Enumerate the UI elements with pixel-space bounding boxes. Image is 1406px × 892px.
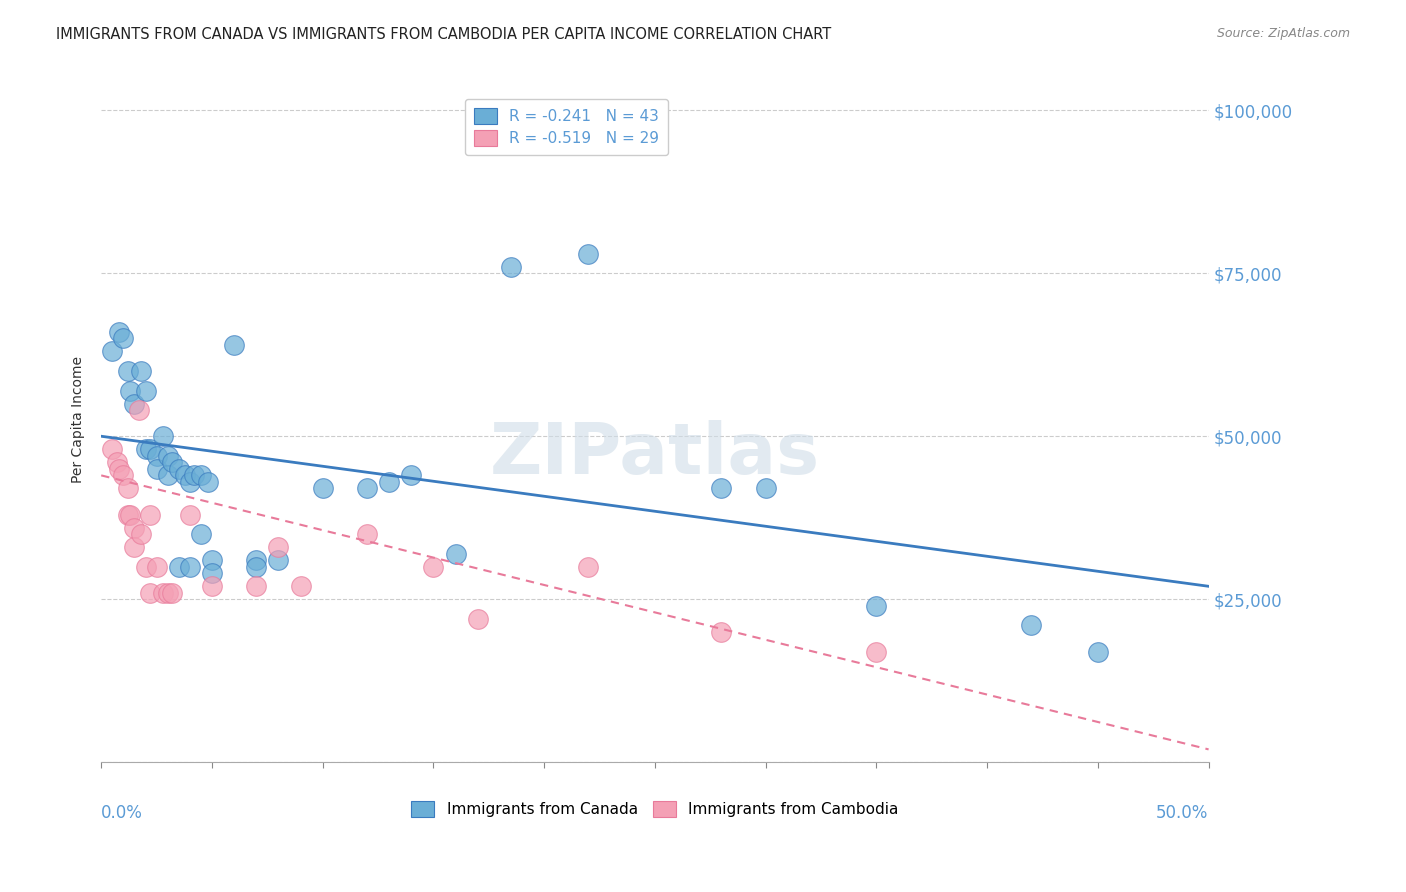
Point xyxy=(124,520,146,534)
Point xyxy=(156,468,179,483)
Point xyxy=(401,468,423,483)
Text: Source: ZipAtlas.com: Source: ZipAtlas.com xyxy=(1216,27,1350,40)
Point xyxy=(467,612,489,626)
Point xyxy=(710,482,733,496)
Point xyxy=(145,462,167,476)
Point xyxy=(129,364,152,378)
Point xyxy=(124,540,146,554)
Point xyxy=(201,566,224,581)
Point xyxy=(117,364,139,378)
Point xyxy=(134,442,156,457)
Point xyxy=(378,475,401,489)
Point xyxy=(101,442,124,457)
Point xyxy=(578,559,600,574)
Point xyxy=(156,449,179,463)
Point xyxy=(201,553,224,567)
Point xyxy=(190,527,212,541)
Point xyxy=(152,429,174,443)
Point xyxy=(145,449,167,463)
Point xyxy=(117,482,139,496)
Point xyxy=(160,455,183,469)
Point xyxy=(245,559,267,574)
Point xyxy=(139,442,162,457)
Point xyxy=(179,475,201,489)
Point xyxy=(152,586,174,600)
Point xyxy=(105,455,128,469)
Point xyxy=(245,553,267,567)
Point xyxy=(290,579,312,593)
Point xyxy=(156,586,179,600)
Point xyxy=(267,540,290,554)
Point xyxy=(710,624,733,639)
Text: ZIPatlas: ZIPatlas xyxy=(489,420,820,489)
Y-axis label: Per Capita Income: Per Capita Income xyxy=(72,357,86,483)
Point xyxy=(174,468,197,483)
Point xyxy=(312,482,335,496)
Point xyxy=(755,482,778,496)
Point xyxy=(128,403,150,417)
Point xyxy=(578,246,600,260)
Point xyxy=(190,468,212,483)
Point xyxy=(108,325,131,339)
Point xyxy=(183,468,205,483)
Point xyxy=(222,338,245,352)
Point xyxy=(167,462,190,476)
Point xyxy=(444,547,467,561)
Point xyxy=(267,553,290,567)
Point xyxy=(499,260,522,274)
Point xyxy=(134,559,156,574)
Point xyxy=(160,586,183,600)
Point xyxy=(134,384,156,398)
Point xyxy=(118,508,141,522)
Point xyxy=(101,344,124,359)
Point xyxy=(108,462,131,476)
Text: 50.0%: 50.0% xyxy=(1156,804,1209,822)
Point xyxy=(1087,644,1109,658)
Point xyxy=(139,586,162,600)
Point xyxy=(112,331,135,345)
Point xyxy=(179,559,201,574)
Point xyxy=(356,482,378,496)
Text: 0.0%: 0.0% xyxy=(101,804,143,822)
Point xyxy=(865,599,887,613)
Point xyxy=(145,559,167,574)
Point xyxy=(197,475,219,489)
Point xyxy=(167,559,190,574)
Point xyxy=(117,508,139,522)
Point xyxy=(865,644,887,658)
Point xyxy=(179,508,201,522)
Point xyxy=(201,579,224,593)
Point xyxy=(139,508,162,522)
Text: IMMIGRANTS FROM CANADA VS IMMIGRANTS FROM CAMBODIA PER CAPITA INCOME CORRELATION: IMMIGRANTS FROM CANADA VS IMMIGRANTS FRO… xyxy=(56,27,831,42)
Legend: Immigrants from Canada, Immigrants from Cambodia: Immigrants from Canada, Immigrants from … xyxy=(405,795,904,823)
Point xyxy=(356,527,378,541)
Point xyxy=(245,579,267,593)
Point xyxy=(124,396,146,410)
Point xyxy=(129,527,152,541)
Point xyxy=(112,468,135,483)
Point xyxy=(118,384,141,398)
Point xyxy=(1021,618,1043,632)
Point xyxy=(422,559,444,574)
